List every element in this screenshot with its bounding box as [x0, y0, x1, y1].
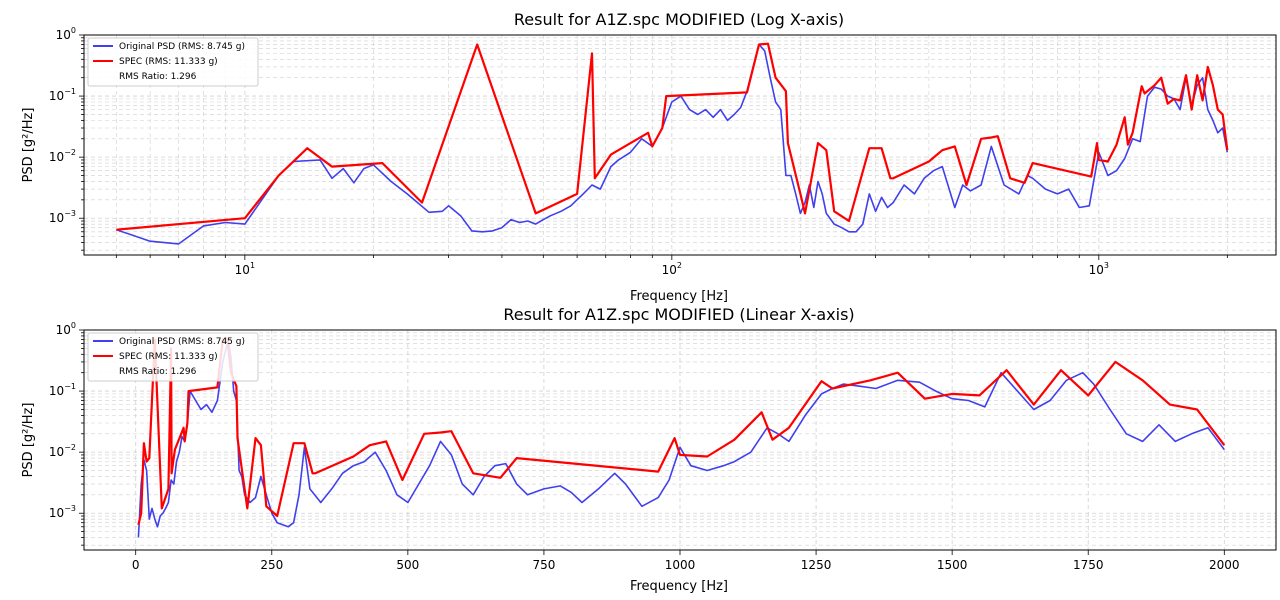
subplot-log-grid	[84, 34, 1276, 255]
y-tick-exponent: −2	[64, 443, 76, 452]
x-tick-label: 0	[132, 558, 140, 572]
subplot-log-title: Result for A1Z.spc MODIFIED (Log X-axis)	[514, 10, 844, 29]
legend-spec-label: SPEC (RMS: 11.333 g)	[119, 57, 218, 67]
legend-box	[87, 37, 259, 87]
y-tick-exponent: −3	[64, 209, 76, 218]
x-tick-label: 500	[396, 558, 419, 572]
subplot-log: Result for A1Z.spc MODIFIED (Log X-axis)…	[21, 10, 1277, 304]
subplot-linear-legend: Original PSD (RMS: 8.745 g) SPEC (RMS: 1…	[87, 332, 259, 382]
x-tick-exponent: 1	[250, 261, 255, 270]
subplot-log-series	[116, 42, 1229, 245]
y-tick-exponent: −1	[64, 87, 76, 96]
subplot-linear-xlabel: Frequency [Hz]	[630, 579, 728, 594]
y-tick-exponent: −1	[64, 382, 76, 391]
y-tick-exponent: 0	[71, 321, 76, 330]
x-tick-label: 2000	[1209, 558, 1240, 572]
legend-rms-ratio: RMS Ratio: 1.296	[119, 72, 197, 82]
legend-original-label: Original PSD (RMS: 8.745 g)	[119, 337, 245, 347]
x-tick-label: 250	[260, 558, 283, 572]
subplot-linear-title: Result for A1Z.spc MODIFIED (Linear X-ax…	[503, 305, 854, 324]
spec-line	[137, 337, 1226, 525]
y-tick-exponent: 0	[71, 26, 76, 35]
subplot-log-xlabel: Frequency [Hz]	[630, 289, 728, 304]
y-tick-exponent: −3	[64, 504, 76, 513]
subplot-linear-series	[137, 337, 1226, 538]
x-tick-label: 1500	[937, 558, 968, 572]
x-tick-label: 103	[1089, 261, 1109, 277]
legend-original-label: Original PSD (RMS: 8.745 g)	[119, 42, 245, 52]
legend-box	[87, 332, 259, 382]
x-tick-label: 750	[532, 558, 555, 572]
spec-line	[116, 42, 1229, 231]
x-tick-label: 1250	[801, 558, 832, 572]
legend-spec-label: SPEC (RMS: 11.333 g)	[119, 352, 218, 362]
original-psd-line	[116, 43, 1229, 245]
y-tick-exponent: −2	[64, 148, 76, 157]
subplot-linear-grid	[84, 329, 1276, 550]
x-tick-label: 101	[235, 261, 255, 277]
x-tick-exponent: 3	[1104, 261, 1109, 270]
subplot-log-frame	[83, 34, 1277, 256]
x-tick-label: 1000	[665, 558, 696, 572]
legend-rms-ratio: RMS Ratio: 1.296	[119, 367, 197, 377]
subplot-linear: Result for A1Z.spc MODIFIED (Linear X-ax…	[21, 305, 1277, 594]
x-tick-exponent: 2	[677, 261, 682, 270]
subplot-log-legend: Original PSD (RMS: 8.745 g) SPEC (RMS: 1…	[87, 37, 259, 87]
subplot-linear-ylabel: PSD [g²/Hz]	[21, 403, 36, 478]
x-tick-label: 102	[662, 261, 682, 277]
x-tick-label: 1750	[1073, 558, 1104, 572]
subplot-log-ylabel: PSD [g²/Hz]	[21, 108, 36, 183]
